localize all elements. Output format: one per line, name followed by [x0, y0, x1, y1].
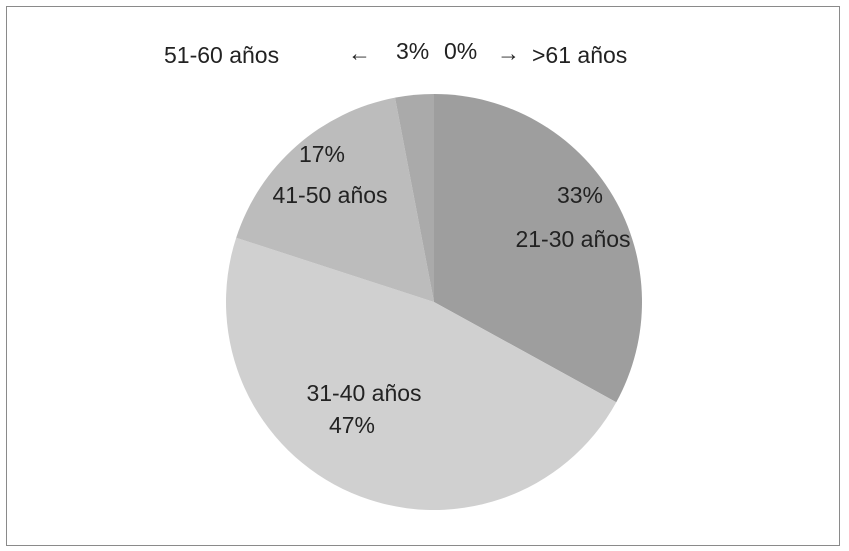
slice-label-category-31-40: 31-40 años: [306, 380, 421, 406]
slice-label-category-61-plus: >61 años: [532, 42, 627, 68]
callout-right-arrow: →: [497, 40, 520, 66]
pie-slice-31-40-a-os: [226, 237, 617, 510]
slice-label-value-61-plus: 0%: [444, 38, 477, 64]
slice-label-category-51-60: 51-60 años: [164, 42, 279, 68]
slice-label-value-41-50: 17%: [299, 141, 345, 167]
slice-label-value-51-60: 3%: [396, 38, 429, 64]
pie-slice-21-30-a-os: [434, 94, 642, 403]
callout-left-arrow: ←: [348, 40, 371, 66]
pie-slices: [226, 94, 642, 510]
pie-slice-41-50-a-os: [236, 97, 434, 303]
slice-label-category-41-50: 41-50 años: [272, 182, 387, 208]
slice-label-value-31-40: 47%: [329, 412, 375, 438]
slice-label-value-21-30: 33%: [557, 182, 603, 208]
pie-slice-51-60-a-os: [395, 94, 434, 302]
slice-label-category-21-30: 21-30 años: [515, 226, 630, 252]
